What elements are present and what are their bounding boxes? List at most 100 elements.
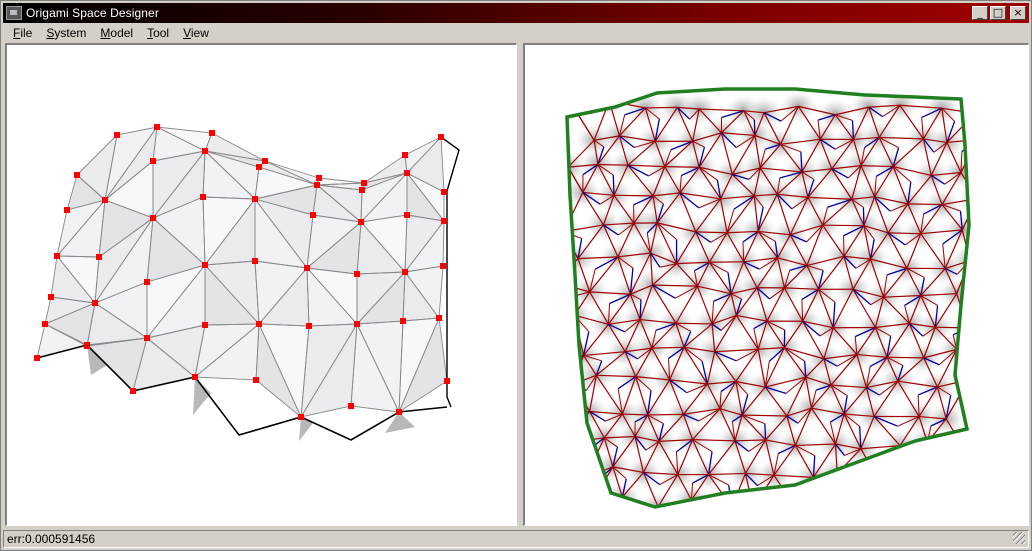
menu-tool[interactable]: Tool (147, 25, 170, 40)
menu-model[interactable]: Model (100, 25, 134, 40)
crease-pattern-canvas[interactable] (525, 45, 1029, 526)
mountain-crease (635, 376, 649, 416)
mountain-crease (794, 445, 814, 478)
title-bar[interactable]: Origami Space Designer _ □ × (3, 3, 1029, 23)
mountain-crease (711, 293, 732, 325)
menu-file[interactable]: File (13, 25, 33, 40)
valley-crease (765, 143, 781, 150)
valley-crease (836, 473, 855, 484)
valley-crease (734, 440, 750, 452)
valley-crease (627, 164, 649, 177)
mountain-crease (802, 320, 834, 329)
valley-crease (720, 132, 737, 148)
mountain-crease (851, 503, 871, 507)
valley-crease (612, 446, 619, 467)
mountain-crease (834, 138, 854, 150)
mountain-crease (577, 256, 618, 260)
mountain-crease (753, 328, 759, 350)
valley-crease (927, 441, 949, 459)
mountain-crease (948, 451, 967, 482)
mountain-crease (926, 442, 950, 482)
mountain-crease (835, 443, 861, 450)
mountain-crease (886, 509, 906, 526)
mountain-crease (764, 439, 775, 476)
mountain-crease (931, 171, 962, 177)
mountain-crease (851, 198, 864, 208)
mesh-facet (255, 185, 317, 215)
mountain-crease (654, 141, 666, 167)
app-icon[interactable] (6, 6, 22, 20)
mountain-crease (603, 222, 634, 226)
mountain-crease (627, 140, 656, 166)
vertex-marker (314, 182, 320, 188)
mesh-edge (398, 317, 448, 414)
mountain-crease (639, 319, 653, 349)
vertex-shading (887, 524, 927, 526)
mountain-crease (837, 354, 858, 367)
mountain-crease (843, 256, 854, 290)
vertex-shading (724, 513, 764, 526)
mountain-crease (942, 243, 946, 269)
valley-crease (794, 506, 812, 507)
mountain-crease (890, 203, 909, 212)
mountain-crease (960, 139, 969, 173)
vertex-shading (567, 397, 571, 432)
folded-model-view[interactable] (5, 43, 517, 526)
valley-crease (670, 140, 693, 151)
resize-grip-icon[interactable] (1013, 532, 1025, 544)
mountain-crease (818, 255, 845, 290)
mountain-crease (765, 376, 806, 388)
mountain-crease (659, 474, 679, 486)
valley-crease (907, 181, 912, 204)
mountain-crease (735, 134, 756, 148)
mountain-crease (589, 411, 605, 439)
vertex-marker (404, 212, 410, 218)
close-button[interactable]: × (1010, 6, 1026, 20)
mountain-crease (869, 258, 885, 298)
mountain-crease (764, 361, 770, 388)
mountain-crease (873, 471, 887, 507)
mesh-facet (405, 215, 444, 272)
mountain-crease (753, 506, 795, 507)
minimize-button[interactable]: _ (972, 6, 988, 20)
mountain-crease (593, 139, 605, 148)
maximize-button[interactable]: □ (990, 6, 1006, 20)
crease-pattern-view[interactable] (523, 43, 1029, 526)
mountain-crease (887, 232, 908, 269)
mountain-crease (801, 168, 832, 173)
mountain-crease (719, 391, 722, 409)
mountain-crease (875, 327, 891, 337)
mountain-crease (609, 496, 623, 507)
mountain-crease (652, 166, 666, 197)
vertex-marker (252, 196, 258, 202)
mountain-crease (651, 330, 657, 349)
mountain-crease (741, 386, 766, 416)
mountain-crease (892, 166, 909, 205)
mountain-crease (743, 257, 778, 263)
valley-crease (720, 380, 737, 392)
mountain-crease (753, 167, 761, 196)
menu-view[interactable]: View (183, 25, 209, 40)
view-splitter[interactable] (517, 43, 523, 526)
folded-model-canvas[interactable] (7, 45, 517, 526)
vertex-marker (84, 342, 90, 348)
mountain-crease (937, 386, 951, 396)
mountain-crease (873, 380, 899, 417)
valley-crease (801, 288, 819, 301)
mountain-crease (830, 503, 852, 507)
mountain-crease (583, 323, 609, 356)
mountain-crease (944, 172, 962, 185)
mountain-crease (695, 231, 728, 234)
mountain-crease (599, 194, 615, 205)
mountain-crease (906, 442, 928, 475)
menu-system[interactable]: System (46, 25, 87, 40)
mountain-crease (745, 472, 775, 476)
mountain-crease (744, 508, 753, 526)
mountain-crease (870, 232, 889, 260)
mountain-crease (773, 453, 779, 476)
mountain-crease (789, 197, 809, 236)
valley-crease (683, 331, 692, 348)
valley-crease (624, 107, 646, 116)
mountain-crease (878, 137, 894, 167)
mountain-crease (873, 455, 879, 473)
